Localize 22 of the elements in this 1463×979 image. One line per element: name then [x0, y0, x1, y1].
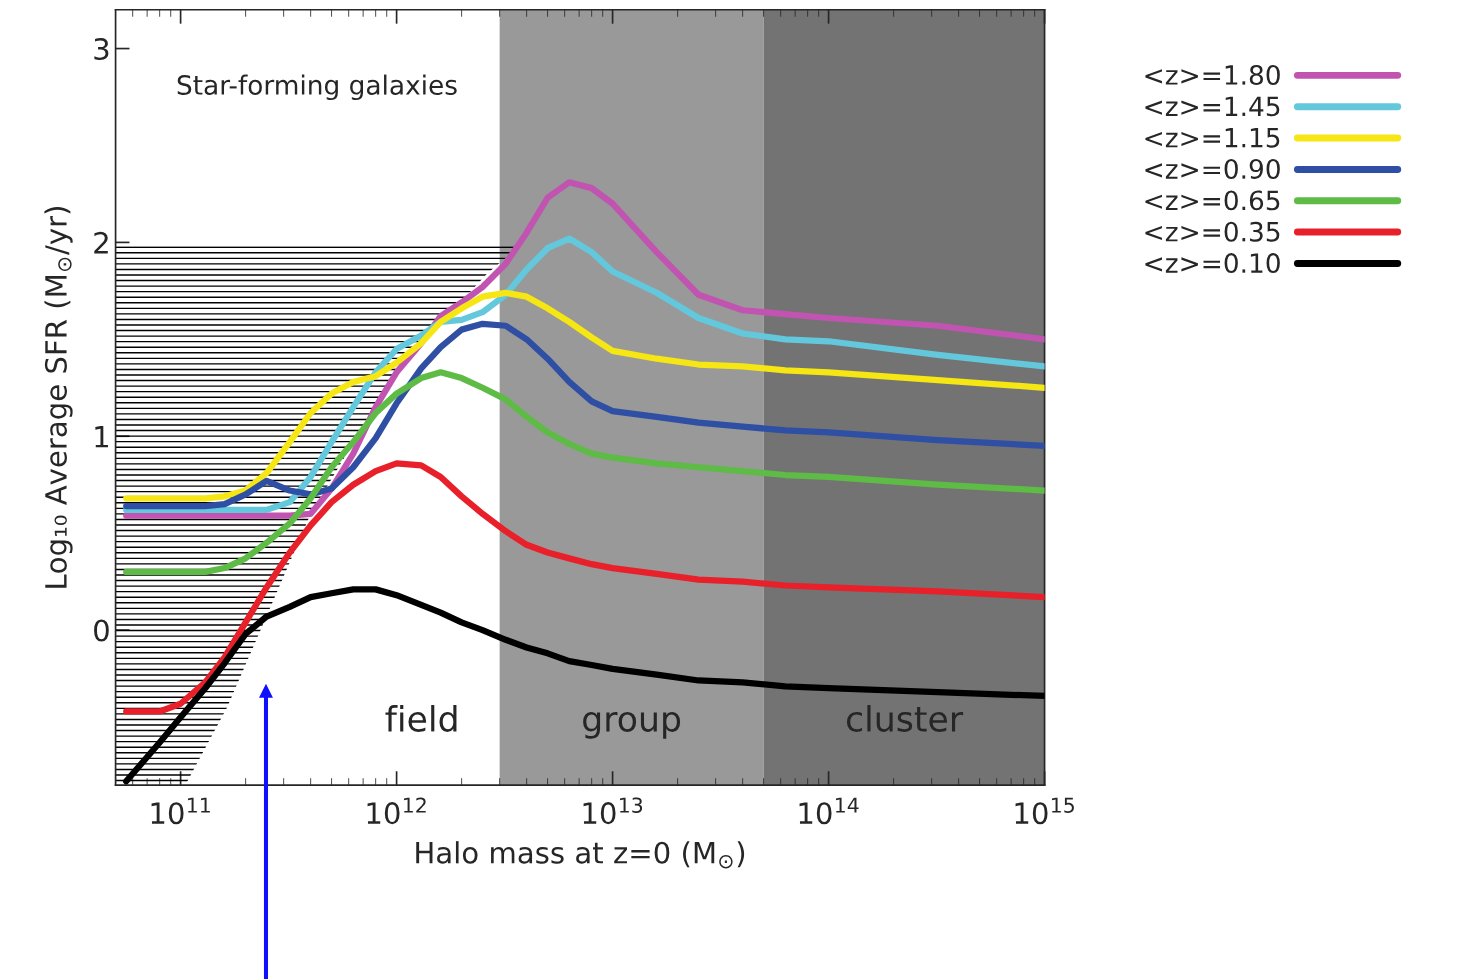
- legend-label: <z>=1.80: [1145, 65, 1280, 85]
- x-tick-label: 10$^{13}$: [583, 797, 643, 825]
- annotation: Star-forming galaxies: [177, 74, 457, 101]
- annotation: field: [385, 705, 457, 732]
- y-tick-label: 0: [94, 619, 109, 642]
- x-tick-label: 10$^{14}$: [799, 797, 859, 825]
- legend-label: <z>=0.35: [1145, 221, 1280, 242]
- x-tick-label: 10$^{11}$: [151, 797, 210, 825]
- legend-label: <z>=0.10: [1145, 253, 1280, 274]
- legend-label: <z>=0.65: [1145, 190, 1280, 211]
- legend-label: <z>=0.90: [1145, 159, 1280, 180]
- y-tick-label: 2: [94, 231, 108, 254]
- legend-label: <z>=1.45: [1145, 96, 1280, 117]
- y-tick-label: 3: [94, 37, 109, 61]
- x-axis-title: Halo mass at z=0 (M$_{⊙}$): [416, 841, 745, 869]
- legend-label: <z>=1.15: [1145, 128, 1280, 148]
- band-label: cluster: [846, 705, 964, 732]
- x-tick-label: 10$^{15}$: [1015, 797, 1074, 825]
- x-tick-label: 10$^{12}$: [367, 797, 426, 825]
- y-axis-title: Log₁₀ Average SFR (M$_{⊙}$/yr): [44, 207, 73, 588]
- band-label: group: [583, 711, 681, 739]
- y-tick-label: 1: [95, 426, 109, 448]
